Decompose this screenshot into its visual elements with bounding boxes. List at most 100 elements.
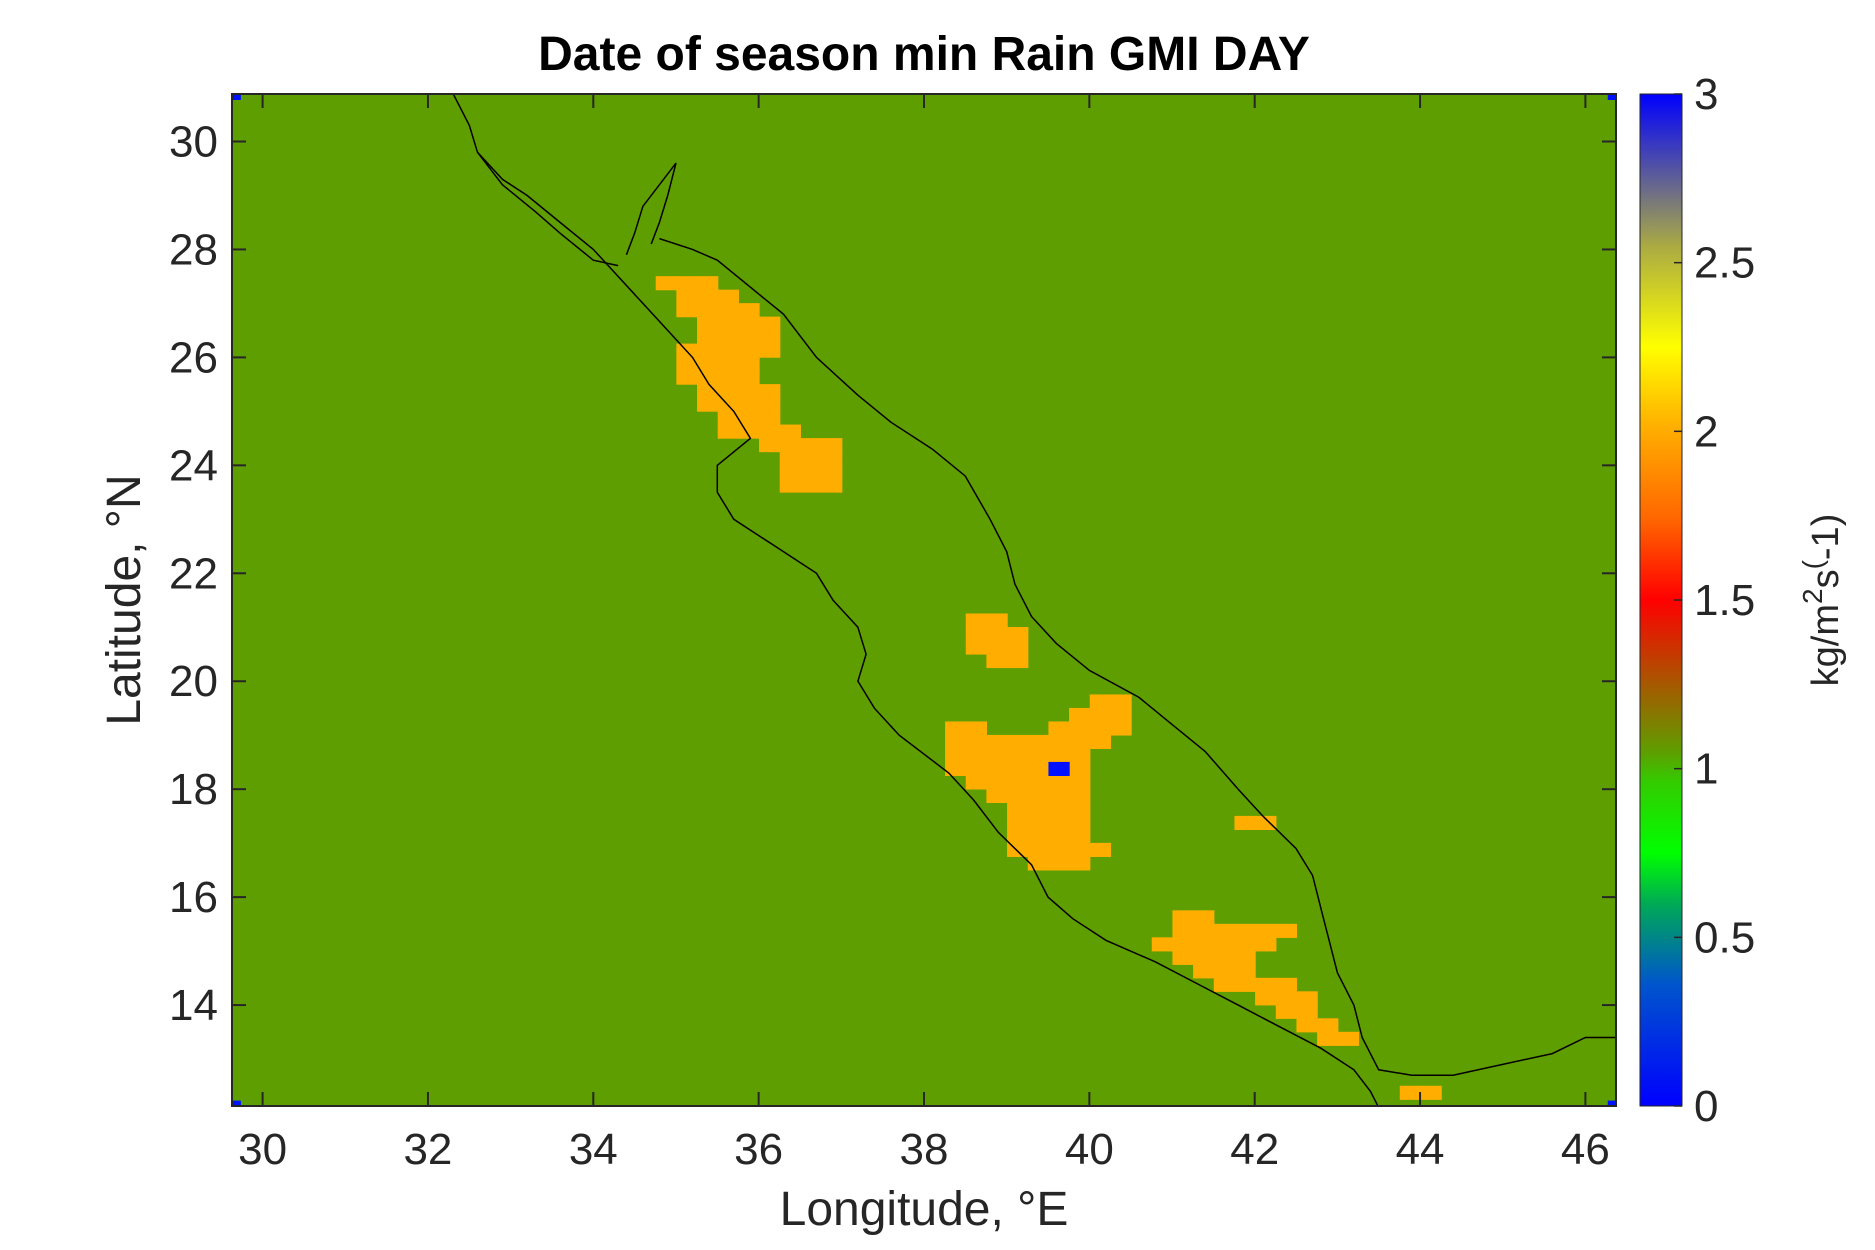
data-cell bbox=[717, 303, 739, 318]
x-tick-label: 34 bbox=[569, 1125, 618, 1174]
corner-cell-tr bbox=[1607, 94, 1616, 100]
data-cell bbox=[986, 734, 1008, 750]
data-cell bbox=[1193, 923, 1215, 938]
data-cell bbox=[1048, 815, 1070, 830]
data-cell bbox=[697, 330, 719, 345]
data-cell bbox=[1172, 910, 1194, 925]
y-tick-label: 26 bbox=[169, 333, 218, 382]
data-cell bbox=[986, 613, 1008, 628]
data-cell bbox=[1048, 788, 1070, 803]
data-cell bbox=[759, 384, 781, 399]
central-patch bbox=[965, 613, 1029, 669]
data-cell bbox=[1048, 761, 1070, 777]
data-cell bbox=[717, 384, 739, 399]
data-cell bbox=[1234, 977, 1256, 992]
data-cell bbox=[1069, 775, 1091, 790]
data-cell bbox=[1069, 721, 1091, 736]
data-cell bbox=[697, 303, 719, 318]
y-tick-label: 16 bbox=[169, 873, 218, 922]
data-cell bbox=[1255, 923, 1277, 938]
data-cell bbox=[676, 370, 698, 385]
data-cell bbox=[1048, 856, 1070, 871]
data-cell bbox=[1007, 734, 1029, 750]
x-axis-label: Longitude, °E bbox=[780, 1183, 1069, 1236]
data-cell bbox=[1213, 937, 1236, 952]
data-cell bbox=[759, 330, 781, 345]
data-cell bbox=[1027, 842, 1050, 857]
data-cell bbox=[779, 465, 801, 480]
data-cell bbox=[945, 748, 967, 763]
data-cell bbox=[1007, 788, 1029, 803]
data-cell bbox=[1007, 626, 1029, 642]
data-cell bbox=[965, 640, 988, 655]
data-cell bbox=[1213, 923, 1236, 938]
data-cell bbox=[1234, 937, 1256, 952]
data-cell bbox=[1069, 761, 1091, 777]
data-cell bbox=[738, 370, 760, 385]
y-tick-label: 28 bbox=[169, 225, 218, 274]
data-cell bbox=[697, 276, 719, 291]
data-cell bbox=[965, 775, 988, 790]
corner-cell-tl bbox=[232, 94, 241, 100]
data-cell bbox=[779, 438, 801, 453]
data-cell bbox=[965, 748, 988, 763]
y-tick-label: 18 bbox=[169, 765, 218, 814]
x-tick-label: 38 bbox=[900, 1125, 949, 1174]
data-cell bbox=[697, 357, 719, 372]
data-cell bbox=[1255, 937, 1277, 952]
data-cell bbox=[800, 451, 822, 466]
data-cell bbox=[697, 397, 719, 412]
y-tick-label: 20 bbox=[169, 657, 218, 706]
colorbar-tick-label: 2 bbox=[1694, 407, 1718, 456]
data-cell bbox=[1069, 802, 1091, 817]
data-cell bbox=[717, 343, 739, 358]
data-cell bbox=[1213, 977, 1236, 992]
data-cell bbox=[717, 357, 739, 372]
data-cell bbox=[1069, 748, 1091, 763]
data-cell bbox=[1007, 748, 1029, 763]
data-cell bbox=[676, 357, 698, 372]
y-tick-label: 24 bbox=[169, 441, 218, 490]
data-cell bbox=[1296, 991, 1318, 1006]
data-cell bbox=[1193, 964, 1215, 979]
colorbar-tick-label: 2.5 bbox=[1694, 239, 1755, 288]
data-cell bbox=[655, 276, 677, 291]
data-cell bbox=[738, 303, 760, 318]
data-cell bbox=[821, 438, 843, 453]
data-cell bbox=[821, 465, 843, 480]
data-cell bbox=[759, 397, 781, 412]
data-cell bbox=[1027, 788, 1050, 803]
data-cell bbox=[717, 289, 739, 304]
colorbar-tick-label: 3 bbox=[1694, 70, 1718, 119]
data-cell bbox=[965, 613, 988, 628]
data-cell bbox=[697, 289, 719, 304]
data-cell bbox=[1007, 815, 1029, 830]
data-cell bbox=[697, 343, 719, 358]
x-tick-label: 46 bbox=[1561, 1125, 1610, 1174]
data-cell bbox=[1069, 815, 1091, 830]
data-cell bbox=[986, 626, 1008, 642]
data-cell bbox=[800, 478, 822, 493]
data-cell bbox=[232, 94, 241, 100]
data-cell bbox=[1027, 775, 1050, 790]
data-cell bbox=[1213, 964, 1236, 979]
x-tick-label: 42 bbox=[1230, 1125, 1279, 1174]
x-tick-label: 36 bbox=[734, 1125, 783, 1174]
data-cell bbox=[1255, 815, 1277, 830]
data-cell bbox=[1607, 1100, 1616, 1106]
data-cell bbox=[717, 330, 739, 345]
data-cell bbox=[800, 438, 822, 453]
data-cell bbox=[986, 788, 1008, 803]
data-cell bbox=[986, 653, 1008, 669]
data-cell bbox=[965, 761, 988, 777]
data-cell bbox=[717, 370, 739, 385]
data-cell bbox=[738, 343, 760, 358]
data-cell bbox=[1089, 734, 1112, 750]
x-tick-label: 32 bbox=[403, 1125, 452, 1174]
data-cell bbox=[1089, 707, 1112, 723]
data-cell bbox=[1296, 1018, 1318, 1033]
data-cell bbox=[1193, 937, 1215, 952]
data-cell bbox=[1420, 1085, 1442, 1100]
data-cell bbox=[965, 734, 988, 750]
